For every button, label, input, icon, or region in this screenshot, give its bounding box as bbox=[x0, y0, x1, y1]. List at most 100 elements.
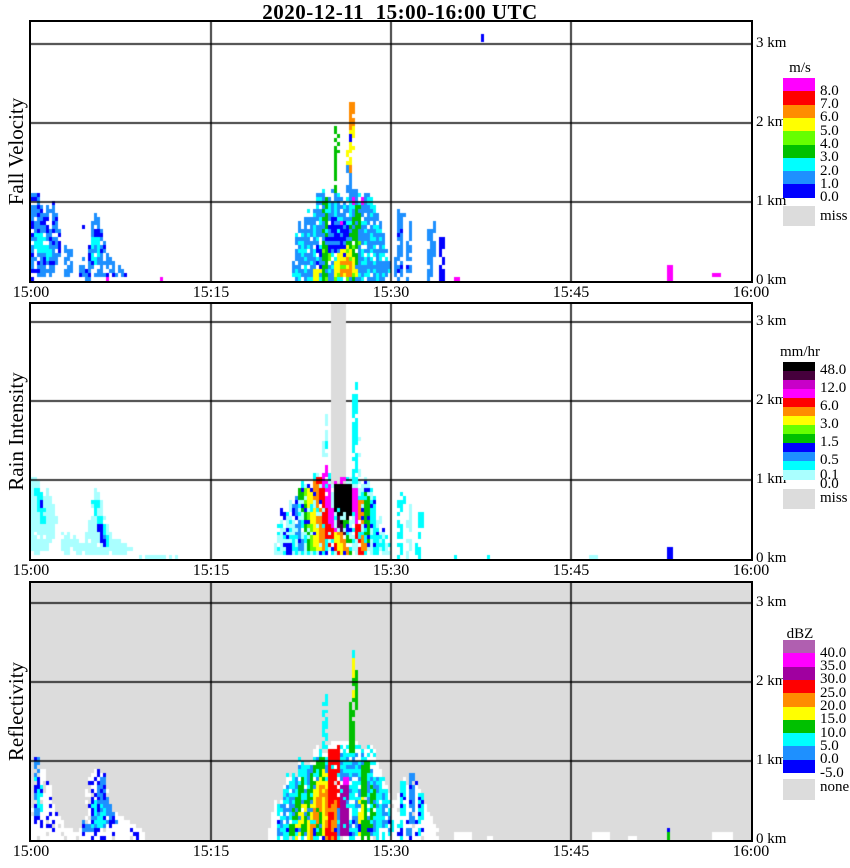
colorbar-segment bbox=[783, 157, 815, 172]
colorbar-segment bbox=[783, 461, 815, 471]
colorbar-segment bbox=[783, 666, 815, 681]
colorbar-segment bbox=[783, 398, 815, 408]
colorbar-tick-label: 3.0 bbox=[820, 415, 839, 432]
colorbar-tick-label: 0.0 bbox=[820, 751, 839, 768]
y-tick-label: 3 km bbox=[756, 594, 787, 610]
colorbar-unit-fall-velocity: m/s bbox=[789, 60, 811, 76]
colorbar-segment bbox=[783, 693, 815, 707]
x-tick-label: 15:30 bbox=[372, 562, 410, 579]
colorbar-segment bbox=[783, 733, 815, 747]
colorbar-tick-label: 6.0 bbox=[820, 109, 839, 126]
x-tick-label: 15:00 bbox=[12, 284, 50, 301]
colorbar-segment bbox=[783, 371, 815, 381]
colorbar-segment bbox=[783, 78, 815, 92]
panel-title-fall-velocity: Fall Velocity bbox=[3, 97, 28, 205]
colorbar-segment bbox=[783, 719, 815, 734]
y-tick-label: 0 km bbox=[756, 272, 787, 288]
panel-title-reflectivity: Reflectivity bbox=[3, 661, 28, 761]
colorbar-segment bbox=[783, 679, 815, 694]
y-tick-label: 0 km bbox=[756, 550, 787, 566]
colorbar-segment bbox=[783, 653, 815, 668]
colorbar-tick-label: 4.0 bbox=[820, 136, 839, 152]
x-tick-label: 15:15 bbox=[192, 284, 230, 301]
colorbar-segment bbox=[783, 117, 815, 132]
colorbar-segment bbox=[783, 706, 815, 721]
y-tick-label: 0 km bbox=[756, 831, 787, 847]
x-tick-label: 15:15 bbox=[192, 562, 230, 579]
colorbar-segment bbox=[783, 640, 815, 654]
colorbar-segment bbox=[783, 380, 815, 390]
colorbar-segment bbox=[783, 184, 815, 199]
colorbar-missing-label: none bbox=[820, 779, 850, 795]
colorbar-missing-swatch bbox=[783, 489, 815, 509]
panel-title-rain-intensity: Rain Intensity bbox=[3, 371, 28, 491]
colorbar-tick-label: 35.0 bbox=[820, 658, 847, 675]
colorbar-missing-swatch bbox=[783, 206, 815, 226]
plot-reflectivity bbox=[29, 581, 753, 842]
colorbar-tick-label: 20.0 bbox=[820, 698, 847, 714]
x-tick-label: 16:00 bbox=[732, 843, 770, 860]
colorbar-segment bbox=[783, 91, 815, 106]
colorbar-tick-label: 15.0 bbox=[820, 711, 847, 728]
x-tick-label: 15:45 bbox=[552, 843, 590, 860]
colorbar-tick-label: 0.1 bbox=[820, 466, 839, 483]
colorbar-unit-reflectivity: dBZ bbox=[786, 626, 814, 642]
colorbar-tick-label: 25.0 bbox=[820, 684, 847, 701]
colorbar-tick-label: 12.0 bbox=[820, 379, 847, 396]
colorbar-tick-label: -5.0 bbox=[820, 764, 844, 781]
y-tick-label: 2 km bbox=[756, 392, 787, 408]
y-tick-label: 1 km bbox=[756, 471, 787, 487]
colorbar-unit-rain-intensity: mm/hr bbox=[780, 344, 820, 360]
colorbar-tick-label: 40.0 bbox=[820, 644, 847, 661]
colorbar-segment bbox=[783, 131, 815, 145]
heatmap-canvas-rain-intensity bbox=[31, 304, 751, 559]
colorbar-tick-label: 0.5 bbox=[820, 451, 839, 468]
colorbar-tick-label: 48.0 bbox=[820, 361, 847, 378]
plot-rain-intensity bbox=[29, 302, 753, 561]
colorbar-tick-label: 3.0 bbox=[820, 149, 839, 166]
y-tick-label: 2 km bbox=[756, 673, 787, 689]
x-tick-label: 15:45 bbox=[552, 284, 590, 301]
colorbar-segment bbox=[783, 144, 815, 159]
colorbar-segment bbox=[783, 416, 815, 426]
x-tick-label: 15:00 bbox=[12, 562, 50, 579]
x-tick-label: 15:30 bbox=[372, 843, 410, 860]
colorbar-tick-label: 0.0 bbox=[820, 475, 839, 492]
x-tick-label: 16:00 bbox=[732, 562, 770, 579]
colorbar-segment bbox=[783, 470, 815, 480]
colorbar-segment bbox=[783, 104, 815, 119]
colorbar-tick-label: 1.5 bbox=[820, 433, 839, 450]
colorbar-segment bbox=[783, 434, 815, 444]
x-tick-label: 15:30 bbox=[372, 284, 410, 301]
heatmap-canvas-fall-velocity bbox=[31, 22, 751, 281]
x-tick-label: 15:15 bbox=[192, 843, 230, 860]
x-tick-label: 16:00 bbox=[732, 284, 770, 301]
x-tick-label: 15:00 bbox=[12, 843, 50, 860]
colorbar-missing-label: miss bbox=[820, 490, 848, 506]
colorbar-tick-label: 6.0 bbox=[820, 397, 839, 414]
heatmap-canvas-reflectivity bbox=[31, 583, 751, 840]
colorbar-tick-label: 8.0 bbox=[820, 82, 839, 99]
y-tick-label: 1 km bbox=[756, 752, 787, 768]
colorbar-missing-label: miss bbox=[820, 208, 848, 224]
colorbar-tick-label: 30.0 bbox=[820, 671, 847, 688]
colorbar-tick-label: 5.0 bbox=[820, 737, 839, 754]
colorbar-segment bbox=[783, 362, 815, 372]
colorbar-segment bbox=[783, 407, 815, 417]
y-tick-label: 2 km bbox=[756, 114, 787, 130]
colorbar-segment bbox=[783, 389, 815, 399]
y-tick-label: 3 km bbox=[756, 313, 787, 329]
colorbar-segment bbox=[783, 746, 815, 761]
colorbar-tick-label: 0.0 bbox=[820, 189, 839, 206]
x-tick-label: 15:45 bbox=[552, 562, 590, 579]
colorbar-tick-label: 5.0 bbox=[820, 122, 839, 139]
colorbar-segment bbox=[783, 425, 815, 435]
colorbar-tick-label: 7.0 bbox=[820, 96, 839, 113]
colorbar-segment bbox=[783, 443, 815, 453]
colorbar-tick-label: 1.0 bbox=[820, 175, 839, 192]
colorbar-tick-label: 10.0 bbox=[820, 724, 847, 741]
y-tick-label: 1 km bbox=[756, 193, 787, 209]
colorbar-missing-swatch bbox=[783, 779, 815, 800]
colorbar-segment bbox=[783, 171, 815, 185]
